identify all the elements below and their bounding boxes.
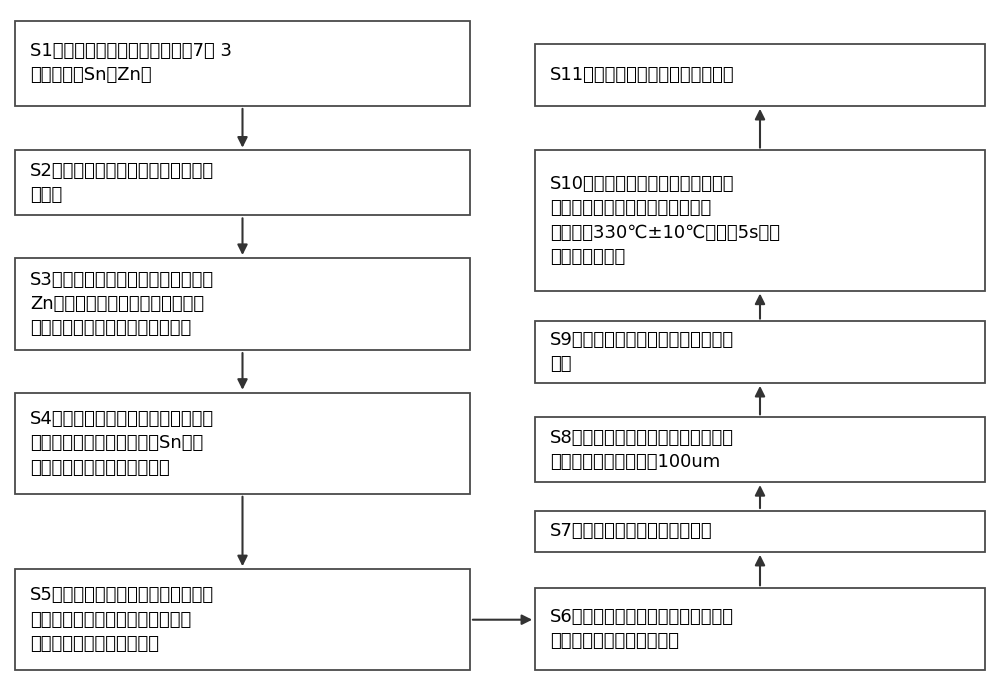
FancyBboxPatch shape	[535, 511, 985, 552]
Text: S3：预热过程完后，将称取好的金属
Zn和一定量的表面覆盖剂加入陶瓷
坤埚中，并在坤埚电阵炉继续加热: S3：预热过程完后，将称取好的金属 Zn和一定量的表面覆盖剂加入陶瓷 坤埚中，并…	[30, 271, 214, 337]
FancyBboxPatch shape	[15, 569, 470, 670]
FancyBboxPatch shape	[15, 258, 470, 350]
FancyBboxPatch shape	[535, 150, 985, 291]
FancyBboxPatch shape	[535, 321, 985, 383]
Text: S6：使用砂纸对铝合金和镁合金待焊
表面和制成的针料进行打磨: S6：使用砂纸对铝合金和镁合金待焊 表面和制成的针料进行打磨	[550, 608, 734, 650]
Text: S8：将针料与铝合金和镁合金进行装
配，保证焊接间隙小于100um: S8：将针料与铝合金和镁合金进行装 配，保证焊接间隙小于100um	[550, 429, 734, 471]
FancyBboxPatch shape	[535, 417, 985, 482]
Text: S2：使用坤埚电阵炉对陶瓷坤埚进行
预热。: S2：使用坤埚电阵炉对陶瓷坤埚进行 预热。	[30, 162, 214, 204]
FancyBboxPatch shape	[15, 21, 470, 106]
FancyBboxPatch shape	[15, 393, 470, 494]
FancyBboxPatch shape	[15, 150, 470, 215]
Text: S1：根据需要使用的针料量，扩7： 3
的比例称取Sn和Zn。: S1：根据需要使用的针料量，扩7： 3 的比例称取Sn和Zn。	[30, 42, 232, 84]
Text: S11：对零件进行热处理以消除应力: S11：对零件进行热处理以消除应力	[550, 66, 735, 84]
Text: S5：将陶瓷坤埚取出，并用金属棒进
行搔拌，然后浇入模型中，待冷却
后，脱去模型使用清水冲洗: S5：将陶瓷坤埚取出，并用金属棒进 行搔拌，然后浇入模型中，待冷却 后，脱去模型…	[30, 586, 214, 653]
FancyBboxPatch shape	[535, 588, 985, 670]
Text: S10：装配完毕的铝合金和镁合金中
放入感应针焊线圈中进行焊接，焊
接温度为330℃±10℃，保温5s，然
后在冷却至室温: S10：装配完毕的铝合金和镁合金中 放入感应针焊线圈中进行焊接，焊 接温度为33…	[550, 175, 780, 266]
Text: S7：对铝合金进行化学腑蚀处理: S7：对铝合金进行化学腑蚀处理	[550, 523, 713, 540]
Text: S4：将陶瓷坤埚取出，并用金属棒进
行搔拌，加入称取好的金属Sn，然
后放入坤埚电阵炉中继续加热: S4：将陶瓷坤埚取出，并用金属棒进 行搔拌，加入称取好的金属Sn，然 后放入坤埚…	[30, 410, 214, 477]
Text: S9：将超声波发生器开启，辅助针焊
过程: S9：将超声波发生器开启，辅助针焊 过程	[550, 331, 734, 373]
FancyBboxPatch shape	[535, 44, 985, 106]
